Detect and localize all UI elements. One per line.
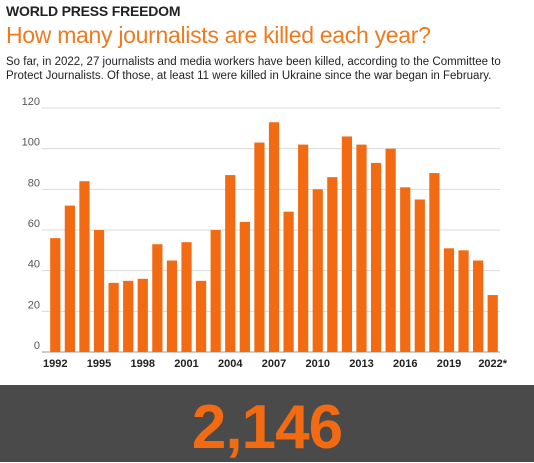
bar: [283, 211, 294, 352]
y-tick-label: 80: [28, 177, 40, 189]
bar: [443, 248, 455, 352]
x-tick-label: 2022*: [478, 358, 507, 370]
bar: [385, 148, 396, 352]
x-tick-label: 2010: [305, 358, 329, 370]
x-tick-label: 1998: [131, 358, 155, 370]
y-tick-label: 20: [28, 299, 40, 311]
x-tick-label: 1992: [43, 358, 67, 370]
bar: [239, 221, 250, 352]
x-tick-label: 2001: [174, 358, 198, 370]
bar: [195, 280, 207, 352]
x-tick-label: 2013: [349, 358, 373, 370]
bar: [254, 142, 265, 352]
bar: [414, 199, 425, 352]
total-panel: 2,146: [0, 385, 534, 462]
bar: [341, 136, 353, 352]
y-tick-label: 60: [28, 218, 40, 230]
bar: [137, 278, 148, 352]
bar-chart: 0 20 40 60 80 100 120 1992 1995 1998 2001 2004 2007 2…: [22, 96, 508, 370]
bar: [458, 250, 469, 352]
total-killed-number: 2,146: [191, 393, 343, 462]
bar: [298, 144, 309, 352]
bar: [268, 122, 280, 352]
bar: [181, 242, 192, 352]
bar: [370, 162, 382, 352]
bar: [210, 230, 221, 352]
bar: [429, 173, 440, 352]
y-tick-label: 120: [22, 96, 40, 108]
bar: [312, 189, 323, 352]
x-tick-label: 2019: [437, 358, 461, 370]
bar: [400, 187, 411, 352]
bar: [93, 230, 105, 352]
bar: [473, 260, 484, 352]
bar: [123, 280, 134, 352]
bar: [225, 175, 236, 352]
bar: [50, 238, 61, 352]
bar: [327, 177, 338, 352]
kicker: WORLD PRESS FREEDOM: [6, 3, 181, 19]
x-tick-label: 2016: [393, 358, 417, 370]
bar: [166, 260, 178, 352]
y-tick-label: 0: [34, 340, 40, 352]
x-tick-label: 1995: [87, 358, 111, 370]
chart-description: So far, in 2022, 27 journalists and medi…: [6, 56, 501, 82]
bar: [108, 282, 119, 352]
y-tick-label: 100: [22, 137, 40, 149]
x-tick-label: 2004: [218, 358, 243, 370]
x-tick-label: 2007: [262, 358, 286, 370]
bar: [356, 144, 367, 352]
bar: [79, 181, 90, 352]
bar: [152, 244, 163, 352]
bar: [64, 205, 75, 352]
y-tick-label: 40: [28, 259, 40, 271]
bar: [487, 295, 498, 352]
chart-title: How many journalists are killed each yea…: [6, 22, 431, 48]
